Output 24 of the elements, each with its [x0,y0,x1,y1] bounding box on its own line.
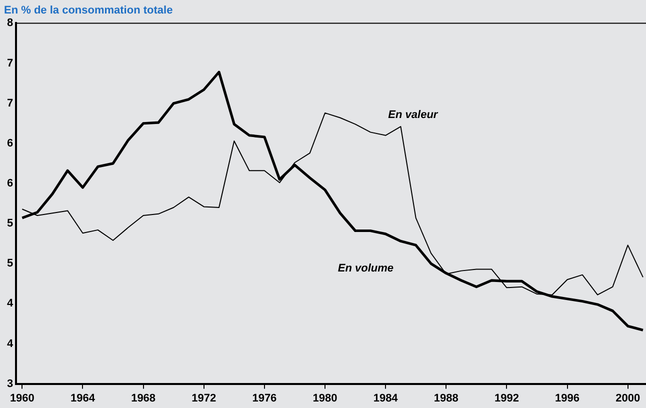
x-tick-label: 1992 [494,392,519,404]
y-tick-label: 5 [6,258,14,270]
x-tick-label: 1984 [373,392,399,404]
y-tick-label: 6 [6,137,14,150]
x-tick-label: 1968 [131,392,156,404]
x-tick-label: 1988 [434,392,458,404]
y-tick-label: 3 [6,378,14,390]
x-tick-label: 1960 [10,392,34,404]
series-label: En valeur [388,109,438,122]
x-tick-label: 1964 [70,392,96,404]
chart-title: En % de la consommation totale [4,4,173,17]
x-tick-label: 1996 [555,392,580,404]
y-tick-label: 7 [6,57,14,70]
y-tick-label: 8 [6,17,14,30]
y-tick-label: 6 [6,178,14,190]
y-tick-label: 5 [6,218,14,230]
y-tick-label: 4 [6,298,14,310]
x-tick-label: 1980 [312,392,338,404]
x-tick-label: 2000 [616,392,640,404]
y-tick-label: 4 [6,338,14,350]
y-tick-label: 7 [6,97,14,110]
text: En volume [338,262,394,274]
x-tick-label: 1976 [252,392,277,404]
x-tick-label: 1972 [192,392,216,404]
